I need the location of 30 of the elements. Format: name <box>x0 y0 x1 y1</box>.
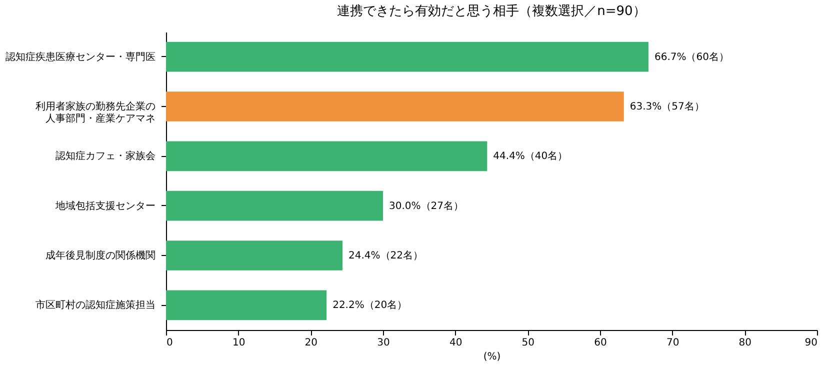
x-tick-label: 20 <box>304 338 318 348</box>
x-tick-label: 10 <box>232 338 246 348</box>
y-tick-label: 市区町村の認知症施策担当 <box>36 299 156 312</box>
data-label: 22.2%（20名） <box>332 299 408 312</box>
x-tick-label: 30 <box>377 338 390 348</box>
bar <box>166 190 383 221</box>
y-tick-label: 成年後見制度の関係機関 <box>46 250 156 262</box>
x-tick-label: 50 <box>522 338 535 348</box>
x-axis-title: (%) <box>483 352 501 362</box>
data-label: 44.4%（40名） <box>493 150 568 162</box>
bar <box>166 92 624 122</box>
x-tick-label: 80 <box>738 338 752 348</box>
data-label: 63.3%（57名） <box>630 100 704 112</box>
bar <box>166 141 488 172</box>
y-tick-label: 認知症疾患医療センター・専門医 <box>6 50 156 63</box>
x-tick-label: 90 <box>804 338 818 348</box>
y-tick-label: 利用者家族の勤務先企業の人事部門・産業ケアマネ <box>36 100 156 124</box>
bar <box>166 42 648 72</box>
x-tick-label: 40 <box>449 338 462 348</box>
data-label: 66.7%（60名） <box>654 50 729 63</box>
data-label: 24.4%（22名） <box>348 250 423 262</box>
x-tick-label: 60 <box>594 338 607 348</box>
y-tick-label: 認知症カフェ・家族会 <box>56 150 156 162</box>
bar <box>166 240 342 270</box>
y-tick-label: 地域包括支援センター <box>54 200 156 212</box>
x-tick-label: 70 <box>666 338 680 348</box>
chart-title: 連携できたら有効だと思う相手（複数選択／n=90） <box>337 4 646 19</box>
bar <box>166 290 327 320</box>
data-label: 30.0%（27名） <box>389 200 464 212</box>
x-tick-label: 0 <box>166 338 173 348</box>
